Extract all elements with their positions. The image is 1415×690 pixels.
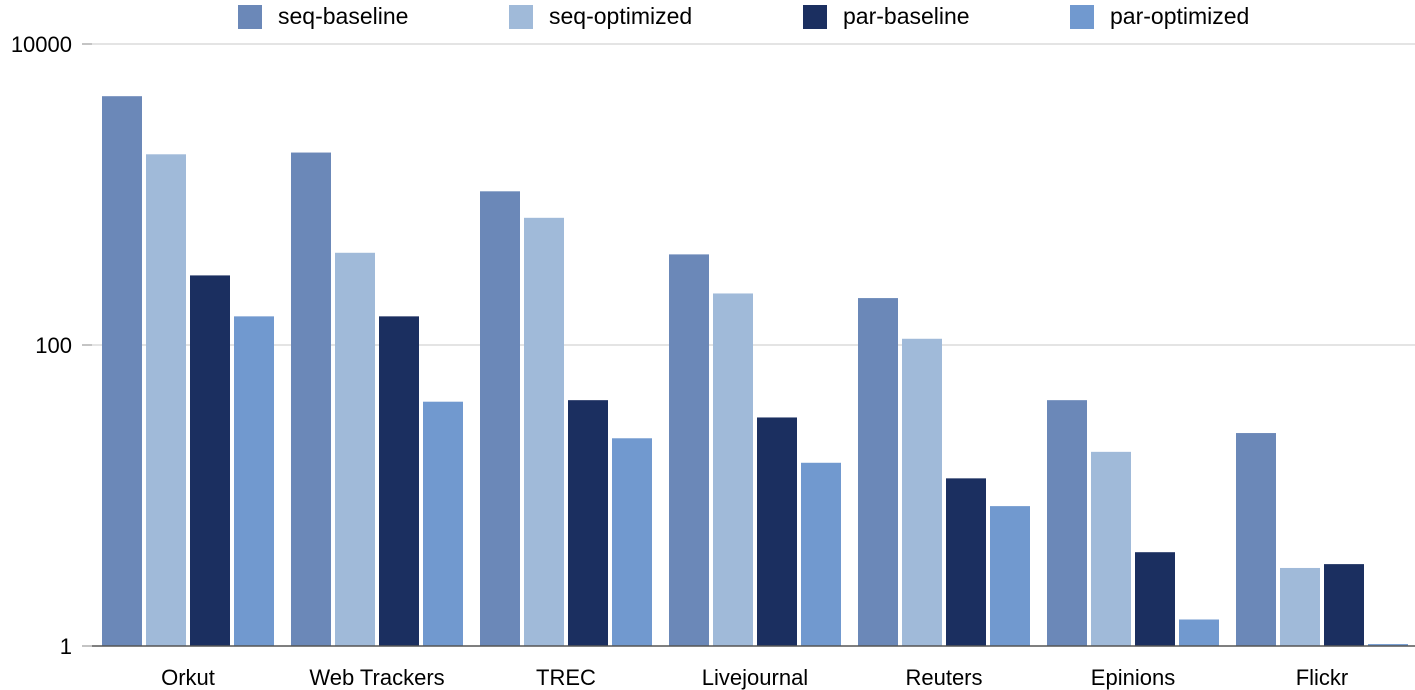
bars [102,96,1408,647]
chart-legend: seq-baseline seq-optimized par-baseline … [0,0,1415,34]
xtick-label: Web Trackers [309,665,444,690]
bar-livejournal-par-baseline [757,417,797,646]
legend-swatch-seq-optimized [509,4,533,29]
bar-trec-par-baseline [568,400,608,646]
xtick-label: Epinions [1091,665,1175,690]
bar-flickr-par-baseline [1324,564,1364,646]
bar-reuters-par-baseline [946,478,986,646]
bar-reuters-seq-optimized [902,338,942,646]
legend-swatch-seq-baseline [238,4,262,29]
bar-trec-par-optimized [612,438,652,646]
axis-labels: 1 100 10000 Orkut Web Trackers TREC Livejourna… [11,32,1348,690]
legend-label-seq-optimized: seq-optimized [549,3,693,29]
legend-item-par-baseline: par-baseline [803,3,970,30]
bar-web-trackers-par-baseline [379,316,419,646]
xtick-label: TREC [536,665,596,690]
bar-reuters-par-optimized [990,506,1030,646]
bar-web-trackers-seq-optimized [335,252,375,646]
legend-swatch-par-baseline [803,4,827,29]
xtick-label: Reuters [905,665,982,690]
legend-label-par-baseline: par-baseline [843,3,970,29]
bar-livejournal-seq-optimized [713,293,753,646]
bar-reuters-seq-baseline [858,298,898,646]
legend-swatch-par-optimized [1070,4,1094,29]
bar-web-trackers-seq-baseline [291,152,331,646]
bar-epinions-seq-optimized [1091,451,1131,646]
bar-livejournal-par-optimized [801,462,841,646]
bar-flickr-seq-optimized [1280,567,1320,646]
bar-flickr-seq-baseline [1236,433,1276,646]
legend-item-seq-baseline: seq-baseline [238,3,408,30]
xtick-label: Flickr [1296,665,1349,690]
ytick-label: 10000 [11,32,72,57]
ytick-label: 100 [35,333,72,358]
bar-web-trackers-par-optimized [423,401,463,646]
bar-epinions-seq-baseline [1047,400,1087,646]
bar-livejournal-seq-baseline [669,254,709,647]
legend-item-par-optimized: par-optimized [1070,3,1249,30]
bar-trec-seq-optimized [524,217,564,646]
bar-orkut-par-optimized [234,316,274,646]
legend-label-par-optimized: par-optimized [1110,3,1250,29]
legend-label-seq-baseline: seq-baseline [278,3,409,29]
bar-epinions-par-baseline [1135,552,1175,646]
xtick-label: Orkut [161,665,215,690]
bar-flickr-par-optimized [1368,644,1408,646]
bar-orkut-seq-baseline [102,96,142,646]
bar-epinions-par-optimized [1179,619,1219,646]
legend-item-seq-optimized: seq-optimized [509,3,692,30]
xtick-label: Livejournal [702,665,808,690]
bar-trec-seq-baseline [480,191,520,646]
ytick-label: 1 [60,634,72,659]
bar-orkut-par-baseline [190,275,230,646]
bar-orkut-seq-optimized [146,154,186,646]
